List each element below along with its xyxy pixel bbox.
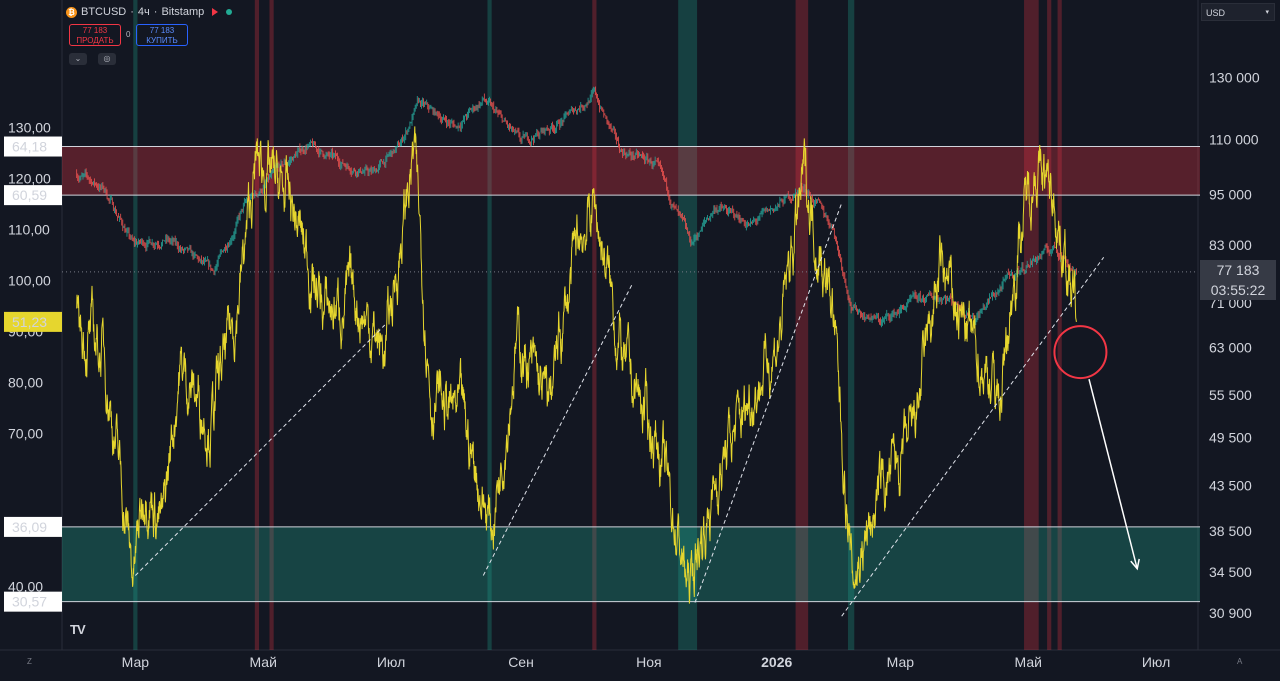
flag-icon[interactable] [212,8,219,16]
level-label-box [4,136,62,157]
buy-button[interactable]: 77 183 КУПИТЬ [136,24,188,46]
rsi-line [76,126,1077,604]
separator: · [153,6,158,18]
tradingview-logo-icon[interactable]: TV [70,622,86,637]
auto-scale-icon[interactable]: A [1237,657,1243,666]
time-tick-label: Июл [1142,654,1170,670]
left-axis: 130,00120,00110,00100,0090,0080,0070,004… [4,119,62,612]
right-tick-label: 95 000 [1209,186,1252,202]
vertical-band-green [678,0,698,650]
left-tick-label: 120,00 [8,170,51,186]
price-candles [62,86,1198,328]
time-tick-label: Май [249,654,276,670]
bitcoin-icon: ₿ [66,6,77,18]
highlight-circle[interactable] [1053,325,1108,380]
buy-label: КУПИТЬ [146,36,178,45]
interval[interactable]: 4ч [137,6,150,18]
vertical-band-green [847,0,855,650]
right-tick-label: 55 500 [1209,387,1252,403]
exchange: Bitstamp [161,6,205,18]
rsi-polyline [76,126,1077,604]
time-tick-label: Июл [377,654,405,670]
right-tick-label: 130 000 [1209,69,1260,85]
annotations[interactable] [1053,325,1140,571]
right-tick-label: 43 500 [1209,478,1252,494]
level-label-box [4,516,62,537]
sell-label: ПРОДАТЬ [76,36,114,45]
indicator-settings-icon[interactable]: ◎ [98,53,116,65]
level-label: 64,18 [12,139,47,155]
time-tick-label: Мар [887,654,915,670]
vertical-band-red [592,0,597,650]
time-tick-label: 2026 [761,654,792,670]
chevron-down-icon: ▾ [1265,9,1269,16]
right-tick-label: 83 000 [1209,237,1252,253]
vertical-band-green [487,0,492,650]
left-tick-label: 100,00 [8,272,51,288]
level-label: 36,09 [12,519,47,535]
symbol-header[interactable]: ₿ BTCUSD · 4ч · Bitstamp [66,4,233,20]
vertical-band-red [269,0,274,650]
left-tick-label: 70,00 [8,425,43,441]
left-tick-label: 110,00 [8,221,50,237]
time-axis-pane [0,650,1280,681]
trendline[interactable] [482,284,633,576]
level-label: 60,59 [12,187,47,203]
last-price-value: 77 183 [1216,262,1260,278]
bar-countdown: 03:55:22 [1210,282,1266,298]
currency-selector[interactable]: USD ▾ [1201,3,1275,21]
vertical-band-green [133,0,138,650]
rsi-zones [62,146,1200,603]
right-tick-label: 34 500 [1209,564,1252,580]
arrow-head[interactable] [1130,558,1140,571]
vertical-band-red [254,0,260,650]
right-tick-label: 110 000 [1209,132,1259,148]
sell-price: 77 183 [82,26,108,35]
rsi-zone-green [62,526,1200,602]
vertical-band-red [1057,0,1062,650]
level-label-box [4,591,62,612]
level-label-box [4,185,62,206]
trendline[interactable] [135,324,386,576]
time-tick-label: Ноя [636,654,661,670]
left-tick-label: 40,00 [8,578,43,594]
collapse-chevron-icon[interactable]: ⌄ [69,53,87,65]
right-tick-label: 30 900 [1209,605,1252,621]
left-tick-label: 80,00 [8,374,43,390]
timezone-icon[interactable]: Z [27,657,32,666]
time-tick-label: Май [1015,654,1042,670]
right-tick-label: 63 000 [1209,340,1252,356]
last-price-label: 77 183 03:55:22 [1200,260,1276,300]
right-tick-label: 38 500 [1209,523,1252,539]
time-axis[interactable]: Мар Май Июл Сен Ноя 2026 Мар Май Июл [122,654,1171,670]
symbol-name[interactable]: BTCUSD [81,6,127,18]
current-value-label: 51,23 [12,314,47,330]
trendline[interactable] [694,202,843,603]
trendlines[interactable] [135,202,1105,617]
vertical-band-red [1024,0,1039,650]
buy-price: 77 183 [149,26,175,35]
price-axis-pane [1198,0,1280,650]
level-label: 30,57 [12,594,47,610]
spread-value: 0 [126,30,131,39]
left-tick-label: 130,00 [8,119,51,135]
projection-arrow[interactable] [1088,378,1138,569]
time-tick-label: Сен [508,654,534,670]
currency-label: USD [1206,8,1226,18]
current-value-box [4,311,62,332]
market-status-icon [226,9,233,15]
separator: · [130,6,134,18]
right-tick-label: 49 500 [1209,430,1252,446]
vertical-band-red [1047,0,1052,650]
sell-button[interactable]: 77 183 ПРОДАТЬ [69,24,121,46]
time-tick-label: Мар [122,654,150,670]
